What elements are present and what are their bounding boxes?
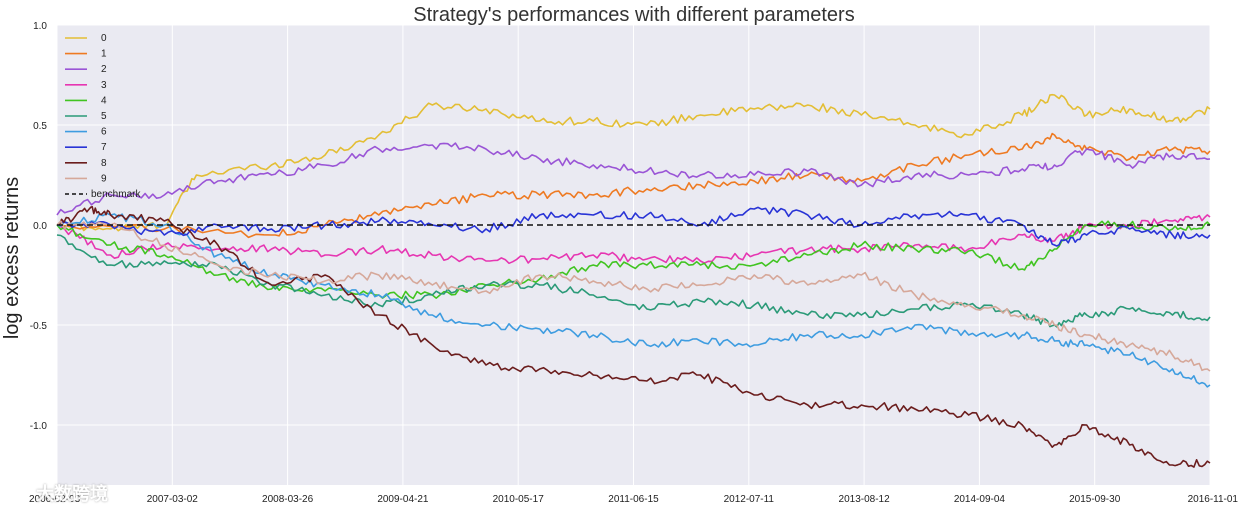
series-lines (56, 93, 1211, 468)
chart-title: Strategy's performances with different p… (413, 4, 854, 26)
legend-label-6: 6 (101, 127, 107, 138)
x-tick-label: 2012-07-11 (724, 494, 775, 505)
watermark-text: 大数跨境 (36, 484, 108, 504)
x-tick-label: 2006-02-03 (29, 494, 81, 505)
x-tick-label: 2013-08-12 (839, 494, 891, 505)
legend-label-benchmark: benchmark (91, 189, 141, 200)
x-tick-label: 2007-03-02 (147, 494, 199, 505)
legend-label-8: 8 (101, 158, 107, 169)
y-tick-label: 1.0 (33, 21, 47, 32)
x-tick-label: 2014-09-04 (954, 494, 1006, 505)
x-tick-label: 2011-06-15 (608, 494, 659, 505)
series-line-8 (56, 205, 1211, 468)
legend-label-3: 3 (101, 80, 107, 91)
y-tick-label: 0.0 (33, 221, 47, 232)
y-tick-label: -0.5 (30, 321, 48, 332)
y-tick-label: -1.0 (30, 421, 48, 432)
legend-label-4: 4 (101, 95, 107, 106)
legend: 0 1 2 3 4 5 6 7 8 9 benchmark (65, 33, 141, 200)
x-ticks: 2006-02-03 2007-03-02 2008-03-26 2009-04-21… (29, 494, 1238, 505)
watermark-logo-icon (7, 487, 29, 499)
x-tick-label: 2010-05-17 (493, 494, 545, 505)
legend-label-5: 5 (101, 111, 107, 122)
legend-label-7: 7 (101, 142, 107, 153)
series-line-1 (56, 132, 1211, 239)
y-tick-label: 0.5 (33, 121, 47, 132)
x-tick-label: 2009-04-21 (377, 494, 429, 505)
legend-label-0: 0 (101, 33, 107, 44)
series-line-5 (56, 234, 1211, 328)
y-axis-label: log excess returns (1, 177, 23, 339)
series-line-9 (56, 220, 1211, 372)
y-ticks: 1.0 0.5 0.0 -0.5 -1.0 (30, 21, 48, 432)
x-tick-label: 2008-03-26 (262, 494, 314, 505)
legend-label-2: 2 (101, 64, 107, 75)
series-line-6 (56, 212, 1211, 388)
legend-label-1: 1 (101, 49, 107, 60)
series-line-7 (56, 206, 1211, 247)
x-tick-label: 2016-11-01 (1188, 494, 1239, 505)
watermark: 大数跨境 (6, 478, 166, 508)
series-line-0 (56, 93, 1211, 232)
series-line-2 (56, 142, 1211, 216)
legend-label-9: 9 (101, 173, 107, 184)
x-tick-label: 2015-09-30 (1069, 494, 1121, 505)
